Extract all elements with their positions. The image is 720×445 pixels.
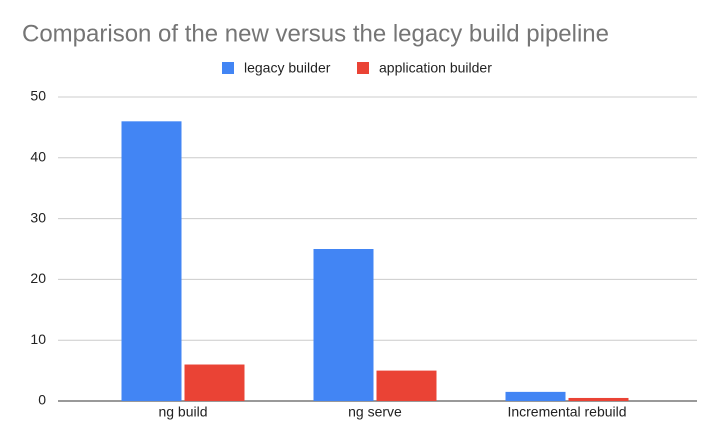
legend-swatch xyxy=(357,62,369,74)
y-tick-label: 40 xyxy=(30,149,46,165)
bar xyxy=(121,121,182,401)
y-tick-label: 20 xyxy=(30,270,46,286)
legend-swatch xyxy=(222,62,234,74)
y-tick-label: 0 xyxy=(38,392,46,408)
y-tick-label: 50 xyxy=(30,88,46,104)
chart-title: Comparison of the new versus the legacy … xyxy=(22,20,609,47)
bar xyxy=(313,249,374,401)
bar xyxy=(376,370,437,401)
y-tick-label: 30 xyxy=(30,209,46,225)
bar xyxy=(568,397,629,401)
x-tick-label: Incremental rebuild xyxy=(507,404,626,420)
legend-label: legacy builder xyxy=(244,60,331,76)
y-tick-label: 10 xyxy=(30,331,46,347)
bar xyxy=(505,391,566,401)
bar xyxy=(184,364,245,401)
x-tick-label: ng build xyxy=(158,404,207,420)
x-tick-label: ng serve xyxy=(348,404,402,420)
legend-label: application builder xyxy=(379,60,492,76)
